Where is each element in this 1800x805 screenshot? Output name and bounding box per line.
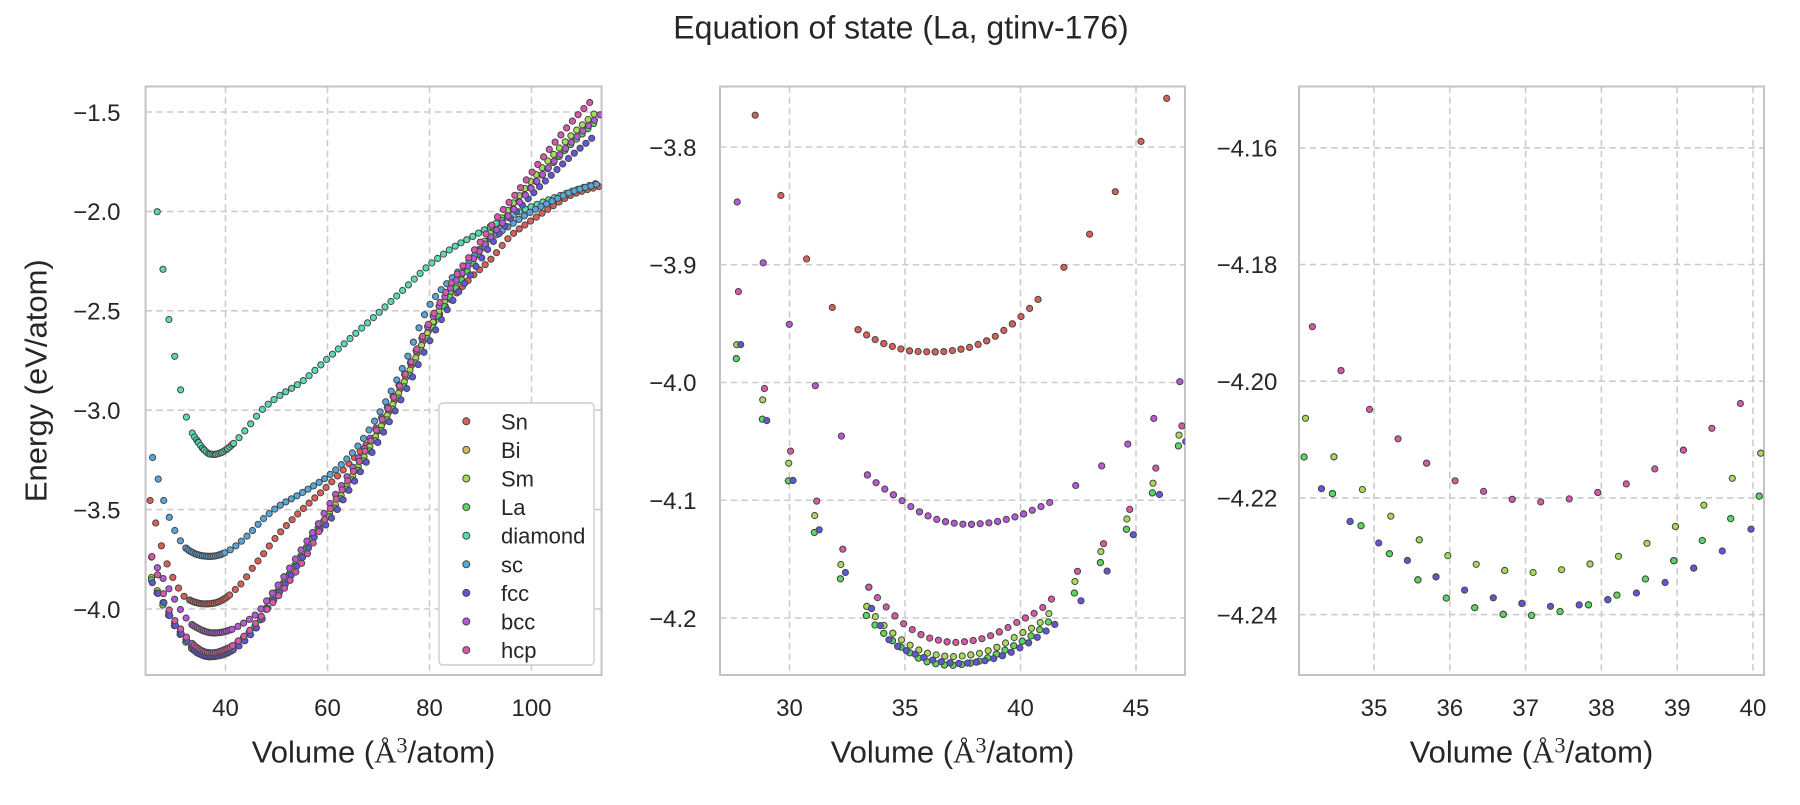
svg-text:−4.2: −4.2 <box>649 606 696 633</box>
svg-text:−4.16: −4.16 <box>1217 136 1278 163</box>
svg-text:60: 60 <box>314 695 341 722</box>
svg-text:Energy (eV/atom): Energy (eV/atom) <box>19 259 54 502</box>
svg-text:fcc: fcc <box>501 581 529 606</box>
svg-text:30: 30 <box>776 695 803 722</box>
svg-text:40: 40 <box>212 695 239 722</box>
svg-text:−4.20: −4.20 <box>1217 369 1278 396</box>
svg-text:Sn: Sn <box>501 409 528 434</box>
svg-text:−4.1: −4.1 <box>649 488 696 515</box>
svg-text:diamond: diamond <box>501 524 585 549</box>
svg-text:35: 35 <box>892 695 919 722</box>
svg-text:Volume (Å3/atom): Volume (Å3/atom) <box>831 733 1075 770</box>
svg-text:−4.0: −4.0 <box>73 597 120 624</box>
svg-text:−4.18: −4.18 <box>1217 252 1278 279</box>
svg-text:−3.8: −3.8 <box>649 135 696 162</box>
svg-text:−3.0: −3.0 <box>73 398 120 425</box>
svg-text:100: 100 <box>511 695 551 722</box>
svg-text:45: 45 <box>1123 695 1150 722</box>
svg-text:Equation of state (La, gtinv-1: Equation of state (La, gtinv-176) <box>673 10 1128 46</box>
svg-text:−4.0: −4.0 <box>649 370 696 397</box>
svg-text:36: 36 <box>1436 695 1463 722</box>
svg-text:−2.0: −2.0 <box>73 199 120 226</box>
svg-text:−3.9: −3.9 <box>649 253 696 280</box>
svg-text:hcp: hcp <box>501 638 536 663</box>
svg-text:−4.22: −4.22 <box>1217 486 1278 513</box>
svg-text:bcc: bcc <box>501 610 535 635</box>
svg-text:Volume (Å3/atom): Volume (Å3/atom) <box>252 733 496 770</box>
svg-text:−3.5: −3.5 <box>73 497 120 524</box>
svg-text:35: 35 <box>1361 695 1388 722</box>
svg-text:sc: sc <box>501 552 523 577</box>
svg-text:37: 37 <box>1512 695 1539 722</box>
svg-text:−2.5: −2.5 <box>73 299 120 326</box>
svg-text:−1.5: −1.5 <box>73 100 120 127</box>
svg-text:Bi: Bi <box>501 438 521 463</box>
svg-text:−4.24: −4.24 <box>1217 602 1278 629</box>
svg-text:38: 38 <box>1588 695 1615 722</box>
svg-text:40: 40 <box>1007 695 1034 722</box>
svg-text:39: 39 <box>1664 695 1691 722</box>
svg-text:80: 80 <box>416 695 443 722</box>
svg-text:40: 40 <box>1740 695 1767 722</box>
svg-text:Volume (Å3/atom): Volume (Å3/atom) <box>1410 733 1654 770</box>
svg-text:La: La <box>501 495 526 520</box>
svg-text:Sm: Sm <box>501 467 534 492</box>
